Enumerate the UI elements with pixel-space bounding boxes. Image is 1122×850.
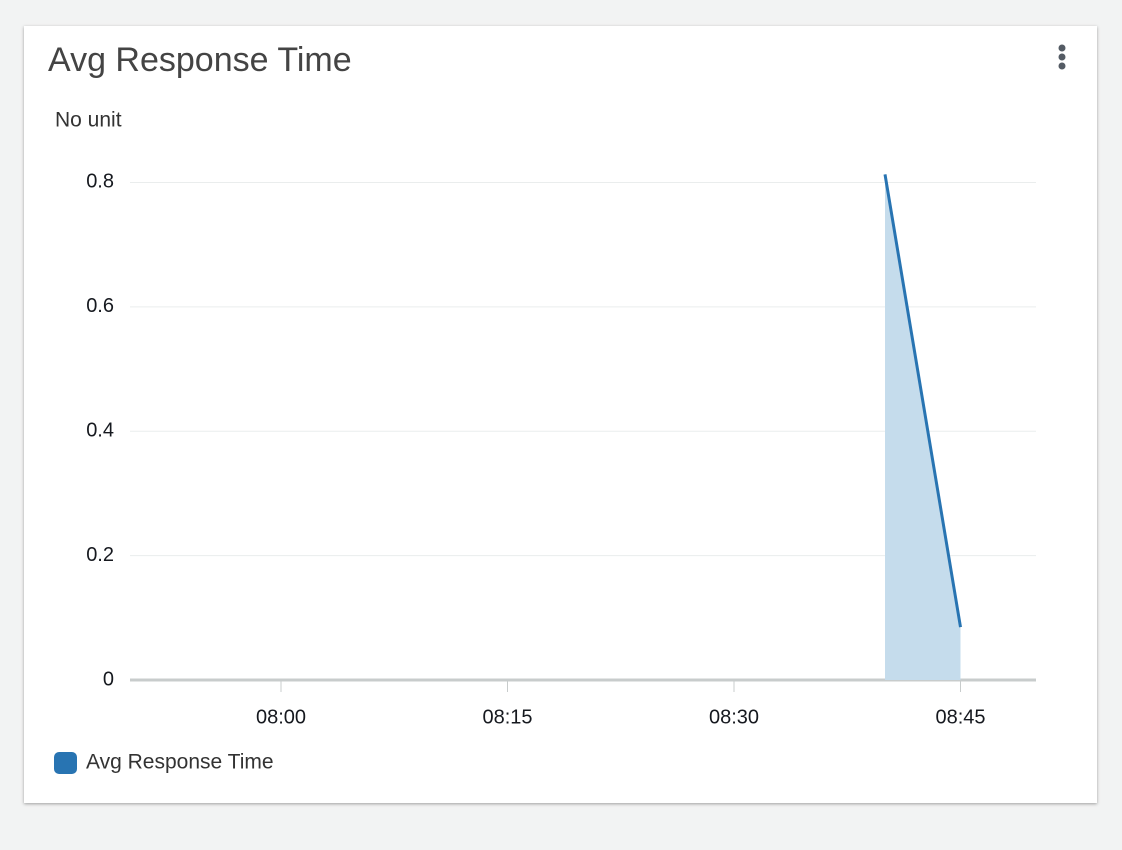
x-tick-label: 08:45	[935, 706, 985, 728]
chart-title: Avg Response Time	[48, 41, 352, 79]
legend-swatch	[54, 752, 77, 774]
y-tick-label: 0.2	[86, 544, 114, 566]
x-tick-label: 08:00	[256, 706, 306, 728]
y-tick-label: 0.6	[86, 295, 114, 317]
y-axis-label: No unit	[55, 109, 122, 132]
x-tick-label: 08:30	[709, 706, 759, 728]
area-fill	[885, 174, 961, 681]
line	[883, 174, 962, 628]
x-tick-label: 08:15	[482, 706, 532, 728]
widget-menu[interactable]	[1058, 44, 1066, 70]
legend-label: Avg Response Time	[86, 751, 274, 774]
y-tick-label: 0.8	[86, 171, 114, 193]
y-tick-label: 0	[103, 668, 114, 690]
menu-dot[interactable]	[1058, 53, 1066, 61]
y-tick-label: 0.4	[86, 420, 114, 442]
menu-dot[interactable]	[1058, 62, 1066, 70]
menu-dot[interactable]	[1058, 44, 1066, 52]
